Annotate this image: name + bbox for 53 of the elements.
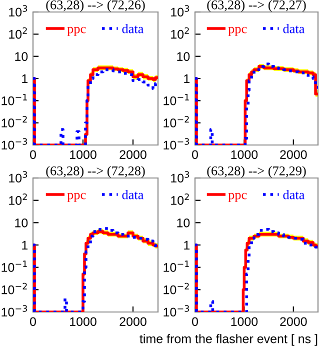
- x-tick-label: 2000: [120, 150, 146, 160]
- y-tick-label: 10$^{−1}$: [164, 94, 189, 106]
- x-tick-label: 2000: [120, 317, 146, 326]
- y-tick-label: 10$^{−1}$: [2, 260, 27, 272]
- y-tick-label: 1: [184, 74, 190, 84]
- y-tick-label: 10$^{2}$: [9, 193, 27, 205]
- y-tick-label: 10$^{−3}$: [2, 138, 27, 150]
- text: ppc: [228, 192, 247, 202]
- y-tick-label: 10$^{2}$: [171, 193, 189, 205]
- legend-label: ppc: [67, 192, 86, 202]
- y-tick-label: 10$^{−3}$: [164, 138, 189, 150]
- y-tick-label: 1: [22, 74, 28, 84]
- y-tick-label: 10: [15, 52, 28, 61]
- x-axis-title: time from the flasher event [ ns ]: [140, 334, 318, 346]
- y-tick-label: 10$^{2}$: [9, 27, 27, 39]
- chart-title: (63,28) --> (72,28): [46, 166, 145, 178]
- y-tick-label: 10$^{−2}$: [164, 116, 189, 128]
- x-tick-label: 1000: [231, 150, 258, 160]
- y-tick-label: 10: [177, 52, 190, 61]
- y-tick-label: 10$^{−2}$: [2, 116, 27, 128]
- chart-title: (63,28) --> (72,26): [46, 0, 145, 12]
- x-tick-label: 1000: [70, 150, 96, 160]
- y-tick-label: 1: [22, 240, 28, 250]
- y-tick-label: 10$^{2}$: [171, 27, 189, 39]
- legend-label: data: [283, 24, 305, 34]
- y-tick-label: 10$^{−2}$: [2, 282, 27, 294]
- x-tick-label: 1000: [70, 317, 96, 326]
- y-tick-label: 10$^{3}$: [171, 5, 190, 17]
- text: ppc: [228, 26, 247, 36]
- x-tick-label: 0: [30, 317, 36, 326]
- y-tick-label: 10$^{3}$: [9, 5, 28, 17]
- y-tick-label: 10$^{3}$: [171, 171, 190, 183]
- x-tick-label: 2000: [280, 150, 307, 160]
- y-tick-label: 10: [15, 218, 28, 228]
- x-tick-label: 1000: [231, 317, 258, 326]
- y-tick-label: 10$^{−3}$: [2, 305, 27, 317]
- y-tick-label: 10$^{−1}$: [164, 260, 189, 272]
- legend-label: ppc: [67, 26, 86, 36]
- x-tick-label: 0: [192, 317, 198, 326]
- y-tick-label: 10: [177, 218, 190, 228]
- y-tick-label: 10$^{−3}$: [164, 305, 189, 317]
- legend-label: data: [122, 24, 144, 34]
- x-tick-label: 2000: [280, 317, 307, 326]
- chart-title: (63,28) --> (72,29): [207, 166, 306, 178]
- y-tick-label: 10$^{−1}$: [2, 94, 27, 106]
- y-tick-label: 10$^{−2}$: [164, 282, 189, 294]
- y-tick-label: 10$^{3}$: [9, 171, 28, 183]
- x-tick-label: 0: [192, 150, 198, 160]
- y-tick-label: 1: [184, 240, 190, 250]
- legend-label: data: [283, 190, 305, 200]
- chart-title: (63,28) --> (72,27): [207, 0, 306, 12]
- x-tick-label: 0: [30, 150, 36, 160]
- legend-label: data: [122, 190, 144, 200]
